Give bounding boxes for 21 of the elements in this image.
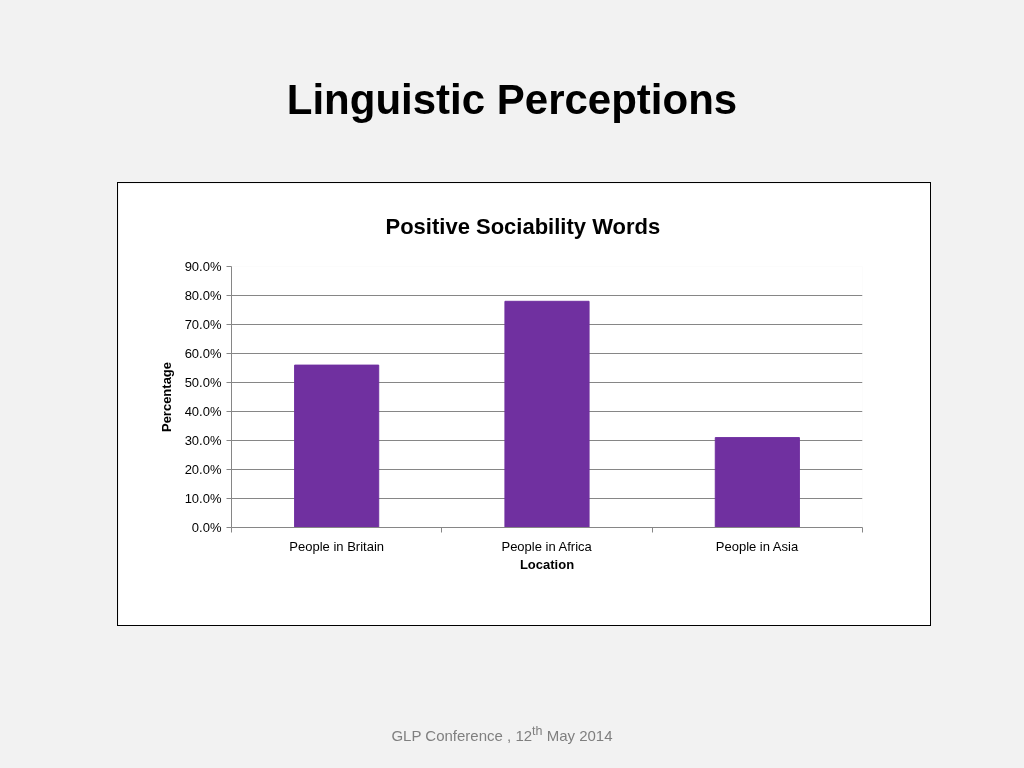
y-tick-label: 0.0%: [191, 520, 222, 535]
bar: [504, 300, 590, 528]
x-tick-label: People in Britain: [289, 538, 384, 554]
x-tick-label: People in Asia: [715, 538, 799, 554]
y-tick-label: 60.0%: [184, 346, 222, 361]
bar: [714, 437, 800, 528]
text: GLP Conference , 12$^{th}$ May 2014: [391, 723, 613, 746]
y-axis-title: Percentage: [158, 361, 174, 433]
y-tick-label: 20.0%: [184, 462, 222, 477]
bar: [294, 364, 380, 528]
y-tick-label: 80.0%: [184, 288, 222, 303]
x-tick-label: People in Africa: [501, 538, 593, 554]
y-tick-label: 90.0%: [184, 259, 222, 274]
chart-title: Linguistic Perceptions: [286, 75, 738, 125]
y-tick-label: 10.0%: [184, 491, 222, 506]
x-axis-title: Location: [519, 556, 575, 572]
y-tick-label: 70.0%: [184, 317, 222, 332]
chart-subtitle: Positive Sociability Words: [385, 213, 661, 239]
y-tick-label: 50.0%: [184, 375, 222, 390]
y-tick-label: 40.0%: [184, 404, 222, 419]
y-tick-label: 30.0%: [184, 433, 222, 448]
